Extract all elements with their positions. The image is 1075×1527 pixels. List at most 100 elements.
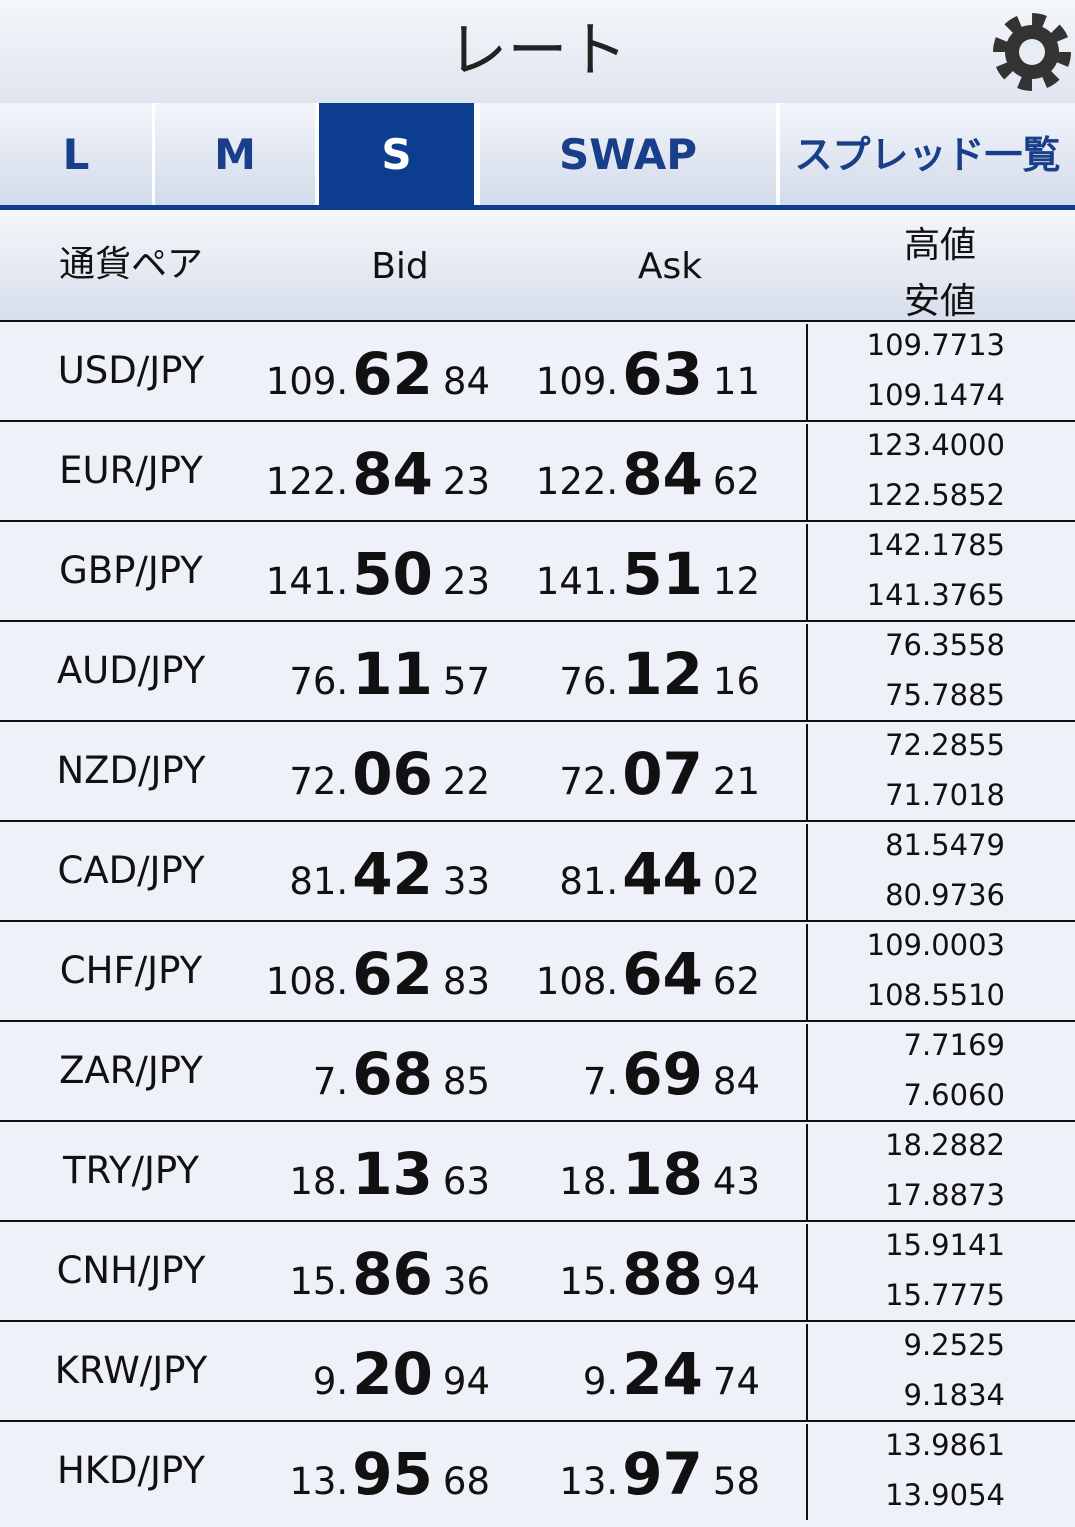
- high-price: 123.4000: [866, 428, 1005, 462]
- low-price: 71.7018: [885, 778, 1005, 812]
- ask-price: 13.97 58: [460, 1440, 760, 1508]
- tab-underline: [0, 205, 1075, 210]
- rate-row[interactable]: TRY/JPY 18.13 63 18.18 43 18.2882 17.8873: [0, 1120, 1075, 1220]
- rate-row[interactable]: EUR/JPY 122.84 23 122.84 62 123.4000 122.5852: [0, 420, 1075, 520]
- currency-pair: USD/JPY: [57, 349, 205, 392]
- ask-pips: 88: [622, 1240, 703, 1308]
- bid-fraction: 22: [442, 760, 490, 803]
- bid-pips: 13: [352, 1140, 433, 1208]
- rate-row[interactable]: AUD/JPY 76.11 57 76.12 16 76.3558 75.7885: [0, 620, 1075, 720]
- tab[interactable]: S: [319, 103, 474, 205]
- rate-row[interactable]: CAD/JPY 81.42 33 81.44 02 81.5479 80.9736: [0, 820, 1075, 920]
- ask-integer: 7.: [582, 1060, 619, 1103]
- ask-pips: 69: [622, 1040, 703, 1108]
- ask-fraction: 58: [712, 1460, 760, 1503]
- bid-price: 7.68 85: [190, 1040, 490, 1108]
- bid-pips: 42: [352, 840, 433, 908]
- bid-integer: 18.: [289, 1160, 349, 1203]
- ask-integer: 141.: [535, 560, 619, 603]
- ask-integer: 81.: [559, 860, 619, 903]
- currency-pair: AUD/JPY: [56, 649, 206, 692]
- rate-row[interactable]: GBP/JPY 141.50 23 141.51 12 142.1785 141.3765: [0, 520, 1075, 620]
- column-divider: [806, 424, 808, 520]
- rate-row[interactable]: USD/JPY 109.62 84 109.63 11 109.7713 109.1474: [0, 320, 1075, 420]
- column-divider: [806, 924, 808, 1020]
- ask-price: 18.18 43: [460, 1140, 760, 1208]
- settings-button[interactable]: [990, 10, 1074, 94]
- currency-pair: CNH/JPY: [56, 1249, 206, 1292]
- ask-pips: 51: [622, 540, 703, 608]
- tab[interactable]: M: [155, 103, 315, 205]
- rate-row[interactable]: ZAR/JPY 7.68 85 7.69 84 7.7169 7.6060: [0, 1020, 1075, 1120]
- currency-pair: KRW/JPY: [54, 1349, 208, 1392]
- ask-integer: 13.: [559, 1460, 619, 1503]
- bid-integer: 76.: [289, 660, 349, 703]
- bid-pips: 11: [352, 640, 433, 708]
- ask-fraction: 16: [712, 660, 760, 703]
- ask-fraction: 74: [712, 1360, 760, 1403]
- low-price: 7.6060: [903, 1078, 1005, 1112]
- bid-price: 141.50 23: [190, 540, 490, 608]
- bid-fraction: 33: [442, 860, 490, 903]
- column-divider: [806, 324, 808, 420]
- ask-header: Ask: [637, 246, 703, 287]
- bid-price: 9.20 94: [190, 1340, 490, 1408]
- ask-pips: 44: [622, 840, 703, 908]
- bid-fraction: 36: [442, 1260, 490, 1303]
- bid-pips: 68: [352, 1040, 433, 1108]
- rate-row[interactable]: HKD/JPY 13.95 68 13.97 58 13.9861 13.9054: [0, 1420, 1075, 1520]
- ask-fraction: 11: [712, 360, 760, 403]
- low-price: 141.3765: [866, 578, 1005, 612]
- ask-fraction: 62: [712, 960, 760, 1003]
- bid-fraction: 85: [442, 1060, 490, 1103]
- ask-fraction: 12: [712, 560, 760, 603]
- tab[interactable]: L: [0, 103, 152, 205]
- column-divider: [806, 1424, 808, 1520]
- bid-pips: 95: [352, 1440, 433, 1508]
- bid-price: 109.62 84: [190, 340, 490, 408]
- rate-row[interactable]: CNH/JPY 15.86 36 15.88 94 15.9141 15.7775: [0, 1220, 1075, 1320]
- low-price: 13.9054: [885, 1478, 1005, 1512]
- bid-price: 13.95 68: [190, 1440, 490, 1508]
- tab[interactable]: SWAP: [480, 103, 776, 205]
- ask-integer: 108.: [535, 960, 619, 1003]
- rate-row[interactable]: NZD/JPY 72.06 22 72.07 21 72.2855 71.7018: [0, 720, 1075, 820]
- ask-pips: 24: [622, 1340, 703, 1408]
- column-divider: [806, 624, 808, 720]
- ask-price: 122.84 62: [460, 440, 760, 508]
- bid-pips: 84: [352, 440, 433, 508]
- high-header: 高値: [903, 225, 976, 266]
- tab[interactable]: スプレッド一覧: [780, 103, 1075, 205]
- high-price: 81.5479: [885, 828, 1005, 862]
- bid-pips: 06: [352, 740, 433, 808]
- gear-hole: [1019, 39, 1045, 65]
- bid-fraction: 94: [442, 1360, 490, 1403]
- ask-pips: 97: [622, 1440, 703, 1508]
- high-price: 13.9861: [885, 1428, 1005, 1462]
- low-price: 9.1834: [903, 1378, 1005, 1412]
- ask-fraction: 62: [712, 460, 760, 503]
- high-price: 15.9141: [885, 1228, 1005, 1262]
- ask-integer: 18.: [559, 1160, 619, 1203]
- ask-integer: 9.: [582, 1360, 619, 1403]
- ask-integer: 76.: [559, 660, 619, 703]
- bid-fraction: 84: [442, 360, 490, 403]
- bid-price: 81.42 33: [190, 840, 490, 908]
- column-divider: [806, 824, 808, 920]
- bid-price: 15.86 36: [190, 1240, 490, 1308]
- ask-fraction: 94: [712, 1260, 760, 1303]
- ask-pips: 63: [622, 340, 703, 408]
- rate-row[interactable]: CHF/JPY 108.62 83 108.64 62 109.0003 108.5510: [0, 920, 1075, 1020]
- high-price: 9.2525: [903, 1328, 1005, 1362]
- ask-fraction: 43: [712, 1160, 760, 1203]
- low-price: 15.7775: [885, 1278, 1005, 1312]
- bid-fraction: 83: [442, 960, 490, 1003]
- rate-row[interactable]: KRW/JPY 9.20 94 9.24 74 9.2525 9.1834: [0, 1320, 1075, 1420]
- title-bar: [0, 0, 1075, 103]
- high-price: 7.7169: [903, 1028, 1005, 1062]
- ask-pips: 84: [622, 440, 703, 508]
- high-price: 76.3558: [885, 628, 1005, 662]
- ask-integer: 109.: [535, 360, 619, 403]
- low-price: 17.8873: [885, 1178, 1005, 1212]
